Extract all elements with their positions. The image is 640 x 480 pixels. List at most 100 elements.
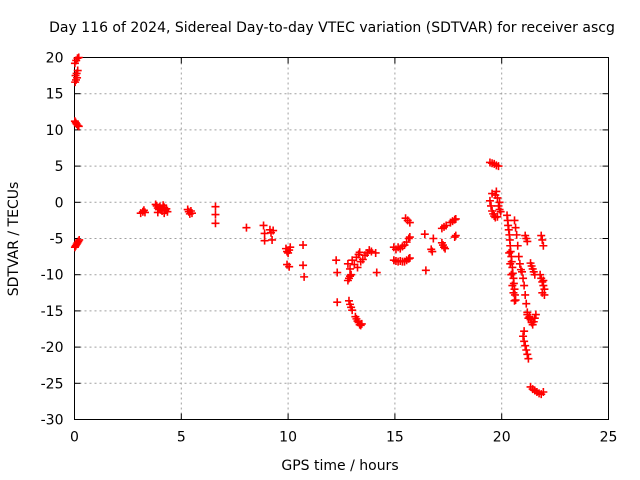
- data-point: [509, 288, 518, 297]
- data-point: [539, 241, 548, 250]
- y-tick-label: 20: [46, 51, 64, 67]
- data-point: [429, 234, 438, 243]
- data-point: [333, 298, 342, 307]
- x-axis-title: GPS time / hours: [281, 458, 398, 474]
- x-tick-label: 5: [177, 430, 186, 446]
- data-point: [531, 310, 540, 319]
- data-point: [139, 206, 148, 215]
- y-tick-label: -20: [41, 340, 64, 356]
- data-point: [539, 387, 548, 396]
- data-point: [536, 270, 545, 279]
- data-point: [74, 53, 83, 62]
- data-points: [70, 53, 549, 399]
- data-point: [348, 256, 357, 265]
- data-point: [242, 223, 251, 232]
- data-point: [260, 236, 269, 245]
- data-point: [485, 196, 494, 205]
- data-point: [404, 234, 413, 243]
- data-point: [496, 207, 505, 216]
- data-point: [492, 187, 501, 196]
- data-point: [512, 230, 521, 239]
- data-point: [405, 233, 414, 242]
- data-point: [187, 209, 196, 218]
- data-point: [519, 332, 528, 341]
- data-point: [286, 243, 295, 252]
- data-point: [514, 252, 523, 261]
- data-point: [450, 233, 459, 242]
- data-point: [357, 319, 366, 328]
- y-tick-label: -30: [41, 413, 64, 429]
- data-point: [259, 221, 268, 230]
- data-point: [523, 237, 532, 246]
- x-tick-label: 0: [70, 430, 79, 446]
- data-point: [520, 327, 529, 336]
- data-point: [537, 231, 546, 240]
- data-point: [538, 235, 547, 244]
- x-tick-label: 25: [600, 430, 618, 446]
- grid-lines: [74, 57, 609, 420]
- data-point: [355, 248, 364, 257]
- data-point: [285, 262, 294, 271]
- data-point: [73, 66, 82, 75]
- data-point: [515, 259, 524, 268]
- data-point: [299, 261, 308, 270]
- data-point: [442, 221, 451, 230]
- x-tick-label: 10: [279, 430, 297, 446]
- data-point: [75, 235, 84, 244]
- x-tick-label: 20: [493, 430, 511, 446]
- data-point: [405, 254, 414, 263]
- data-point: [372, 268, 381, 277]
- data-point: [521, 341, 530, 350]
- chart-title: Day 116 of 2024, Sidereal Day-to-day VTE…: [49, 20, 615, 36]
- data-point: [353, 263, 362, 272]
- y-tick-label: 0: [55, 195, 64, 211]
- data-point: [367, 247, 376, 256]
- data-point: [494, 162, 503, 171]
- data-point: [510, 216, 519, 225]
- data-point: [538, 277, 547, 286]
- data-point: [495, 198, 504, 207]
- data-point: [529, 317, 538, 326]
- data-point: [523, 350, 532, 359]
- data-point: [300, 272, 309, 281]
- data-point: [356, 321, 365, 330]
- data-point: [428, 247, 437, 256]
- y-tick-label: 5: [55, 159, 64, 175]
- data-point: [440, 243, 449, 252]
- data-point: [538, 288, 547, 297]
- data-point: [522, 345, 531, 354]
- data-point: [511, 223, 520, 232]
- data-point: [510, 296, 519, 305]
- data-point: [420, 230, 429, 239]
- data-point: [487, 201, 496, 210]
- x-tick-label: 15: [386, 430, 404, 446]
- data-point: [371, 248, 380, 257]
- data-point: [521, 290, 530, 299]
- data-point: [346, 272, 355, 281]
- y-axis-title: SDTVAR / TECUs: [6, 182, 22, 297]
- data-point: [299, 241, 308, 250]
- data-point: [507, 270, 516, 279]
- y-tick-labels: -30 -25 -20 -15 -10 -5 0 5 10 15 20: [41, 51, 64, 429]
- data-point: [517, 267, 526, 276]
- y-tick-label: -15: [41, 304, 64, 320]
- y-tick-label: 10: [46, 123, 64, 139]
- data-point: [347, 270, 356, 279]
- data-point: [520, 337, 529, 346]
- data-point: [493, 212, 502, 221]
- data-point: [358, 255, 367, 264]
- data-point: [505, 248, 514, 257]
- data-point: [73, 73, 82, 82]
- data-point: [493, 193, 502, 202]
- y-tick-label: -5: [50, 232, 64, 248]
- data-point: [348, 306, 357, 315]
- data-point: [346, 264, 355, 273]
- data-point: [74, 122, 83, 131]
- data-point: [451, 231, 460, 240]
- data-point: [524, 354, 533, 363]
- y-tick-label: -25: [41, 376, 64, 392]
- data-point: [451, 214, 460, 223]
- data-point: [508, 281, 517, 290]
- data-point: [519, 274, 528, 283]
- data-point: [421, 266, 430, 275]
